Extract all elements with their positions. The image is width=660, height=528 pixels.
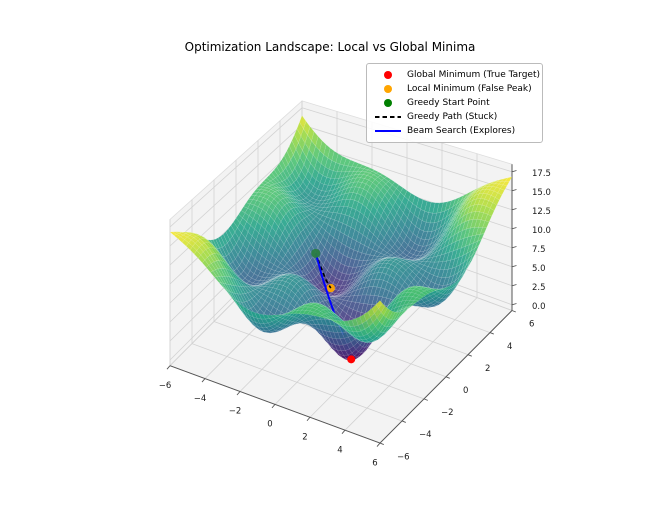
- legend: Global Minimum (True Target) Local Minim…: [366, 63, 543, 143]
- legend-item-beam-search: Beam Search (Explores): [373, 125, 536, 137]
- red-dot-icon: [373, 70, 403, 80]
- legend-label: Beam Search (Explores): [407, 126, 516, 136]
- legend-label: Global Minimum (True Target): [407, 70, 540, 80]
- legend-label: Greedy Start Point: [407, 98, 490, 108]
- legend-label: Greedy Path (Stuck): [407, 112, 498, 122]
- legend-item-greedy-start: Greedy Start Point: [373, 97, 536, 109]
- orange-dot-icon: [373, 84, 403, 94]
- dashed-line-icon: [373, 112, 403, 122]
- legend-item-greedy-path: Greedy Path (Stuck): [373, 111, 536, 123]
- legend-item-local-minimum: Local Minimum (False Peak): [373, 83, 536, 95]
- green-dot-icon: [373, 98, 403, 108]
- blue-line-icon: [373, 126, 403, 136]
- legend-item-global-minimum: Global Minimum (True Target): [373, 69, 540, 81]
- legend-label: Local Minimum (False Peak): [407, 84, 532, 94]
- chart-title: Optimization Landscape: Local vs Global …: [184, 40, 476, 54]
